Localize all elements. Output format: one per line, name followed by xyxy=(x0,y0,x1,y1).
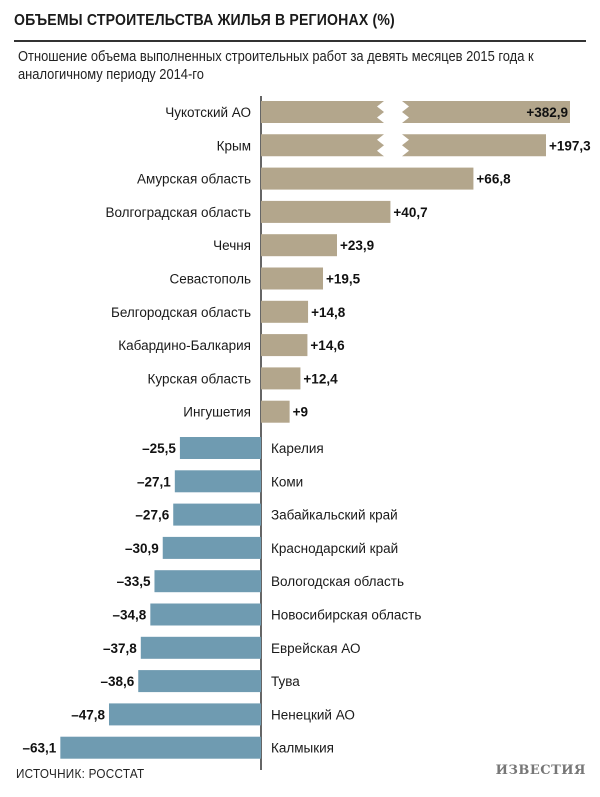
category-label-negative-4: Краснодарский край xyxy=(271,541,398,556)
category-label-negative-2: Коми xyxy=(271,474,303,489)
value-label-negative-10: –63,1 xyxy=(23,741,57,756)
bar-negative-4 xyxy=(162,536,261,559)
bar-negative-1 xyxy=(179,437,261,459)
bar-positive-1-part-a xyxy=(261,101,384,123)
category-label-negative-1: Карелия xyxy=(271,441,324,456)
bar-positive-7 xyxy=(261,300,309,323)
category-label-negative-9: Ненецкий АО xyxy=(271,707,355,722)
value-label-positive-1: +382,9 xyxy=(526,105,568,120)
bar-negative-3 xyxy=(173,503,261,526)
chart-title: ОБЪЕМЫ СТРОИТЕЛЬСТВА ЖИЛЬЯ В РЕГИОНАХ (%… xyxy=(14,12,395,29)
bar-negative-5 xyxy=(154,570,261,593)
bar-positive-8 xyxy=(261,334,308,357)
category-label-negative-8: Тува xyxy=(271,674,300,689)
category-label-positive-10: Ингушетия xyxy=(183,405,251,420)
bar-positive-2-part-a xyxy=(261,134,384,157)
category-label-positive-9: Курская область xyxy=(148,371,251,386)
value-label-negative-8: –38,6 xyxy=(100,674,134,689)
value-label-negative-3: –27,6 xyxy=(135,508,169,523)
category-label-positive-2: Крым xyxy=(217,138,251,153)
category-label-negative-5: Вологодская область xyxy=(271,574,404,589)
bar-positive-9 xyxy=(261,367,301,390)
value-label-negative-1: –25,5 xyxy=(142,441,176,456)
value-label-negative-4: –30,9 xyxy=(125,541,159,556)
category-label-positive-8: Кабардино-Балкария xyxy=(118,338,251,353)
value-label-positive-4: +40,7 xyxy=(393,205,427,220)
bar-negative-10 xyxy=(60,736,262,759)
value-label-positive-7: +14,8 xyxy=(311,305,346,320)
category-label-negative-6: Новосибирская область xyxy=(271,608,421,623)
source-note: ИСТОЧНИК: РОССТАТ xyxy=(16,766,145,781)
category-label-positive-5: Чечня xyxy=(213,238,251,253)
bar-positive-3 xyxy=(261,167,474,190)
category-label-negative-7: Еврейская АО xyxy=(271,641,360,656)
bar-negative-8 xyxy=(138,670,261,693)
bar-negative-2 xyxy=(174,470,261,493)
category-label-positive-3: Амурская область xyxy=(137,172,251,187)
bar-positive-4 xyxy=(261,200,391,223)
category-label-positive-1: Чукотский АО xyxy=(165,105,251,120)
value-label-negative-9: –47,8 xyxy=(71,707,105,722)
chart-subtitle: Отношение объема выполненных строительны… xyxy=(18,48,534,83)
value-label-negative-2: –27,1 xyxy=(137,474,171,489)
category-label-positive-4: Волгоградская область xyxy=(105,205,251,220)
value-label-positive-3: +66,8 xyxy=(476,172,511,187)
bar-positive-6 xyxy=(261,267,324,290)
category-label-negative-3: Забайкальский край xyxy=(271,508,398,523)
value-label-positive-5: +23,9 xyxy=(340,238,374,253)
value-label-positive-8: +14,6 xyxy=(310,338,345,353)
value-label-negative-5: –33,5 xyxy=(117,574,151,589)
bar-positive-5 xyxy=(261,234,338,257)
category-label-positive-6: Севастополь xyxy=(169,272,251,287)
value-label-positive-2: +197,3 xyxy=(549,138,591,153)
value-label-negative-7: –37,8 xyxy=(103,641,137,656)
title-divider xyxy=(14,40,586,42)
bar-negative-7 xyxy=(140,636,261,659)
category-label-positive-7: Белгородская область xyxy=(111,305,251,320)
bar-positive-1-part-b xyxy=(402,101,570,123)
value-label-negative-6: –34,8 xyxy=(113,608,147,623)
bar-negative-9 xyxy=(108,703,261,726)
value-label-positive-6: +19,5 xyxy=(326,272,361,287)
bar-negative-6 xyxy=(150,603,261,626)
value-label-positive-9: +12,4 xyxy=(303,371,338,386)
bar-positive-2-part-b xyxy=(402,134,546,157)
value-label-positive-10: +9 xyxy=(293,405,308,420)
bar-positive-10 xyxy=(261,400,290,423)
category-label-negative-10: Калмыкия xyxy=(271,741,334,756)
publisher-logo: ИЗВЕСТИЯ xyxy=(495,763,586,778)
